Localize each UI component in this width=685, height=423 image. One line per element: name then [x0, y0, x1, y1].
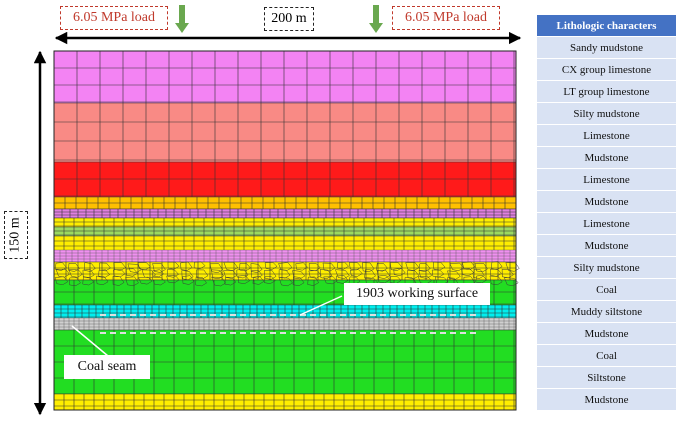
stratum-layer: [54, 103, 516, 162]
left-load-arrow-head: [175, 23, 189, 33]
lithology-row: Mudstone: [537, 323, 676, 345]
stratum-layer: [54, 236, 516, 250]
model-height-label: 150 m: [4, 211, 28, 259]
coal-seam-label: Coal seam: [64, 355, 150, 379]
stratum-layer: [54, 209, 516, 218]
lithology-row: Siltstone: [537, 367, 676, 389]
stratum-layer: [54, 227, 516, 236]
right-load-arrow-shaft: [373, 5, 379, 23]
model-border: [53, 50, 517, 411]
lithology-row: Coal: [537, 279, 676, 301]
lithology-table: Lithologic characters Sandy mudstone CX g…: [537, 15, 676, 411]
left-load-arrow-shaft: [179, 5, 185, 23]
lithology-row: Sandy mudstone: [537, 37, 676, 59]
lithology-row: Silty mudstone: [537, 257, 676, 279]
stratum-layer: [54, 51, 516, 103]
lithology-table-body: Sandy mudstone CX group limestone LT group…: [537, 37, 676, 411]
right-load-arrow-head: [369, 23, 383, 33]
lithology-row: Muddy siltstone: [537, 301, 676, 323]
lithology-row: Limestone: [537, 125, 676, 147]
working-surface-label: 1903 working surface: [344, 283, 490, 305]
left-load-label: 6.05 MPa load: [60, 6, 168, 30]
lithology-row: Mudstone: [537, 235, 676, 257]
stratum-layer: [54, 394, 516, 410]
lithology-row: Mudstone: [537, 389, 676, 411]
stratum-layer: [54, 218, 516, 227]
lithology-row: Mudstone: [537, 147, 676, 169]
lithology-row: Mudstone: [537, 191, 676, 213]
lithology-table-header: Lithologic characters: [537, 15, 676, 37]
lithology-row: Limestone: [537, 213, 676, 235]
working-surface-leader: [299, 295, 343, 316]
lithology-row: Coal: [537, 345, 676, 367]
right-load-label: 6.05 MPa load: [392, 6, 500, 30]
coal-seam-leader: [71, 325, 109, 357]
model-width-label: 200 m: [264, 7, 314, 31]
lithology-row: Silty mudstone: [537, 103, 676, 125]
lithology-row: LT group limestone: [537, 81, 676, 103]
lithology-row: Limestone: [537, 169, 676, 191]
stratum-layer: [54, 162, 516, 197]
lithology-row: CX group limestone: [537, 59, 676, 81]
